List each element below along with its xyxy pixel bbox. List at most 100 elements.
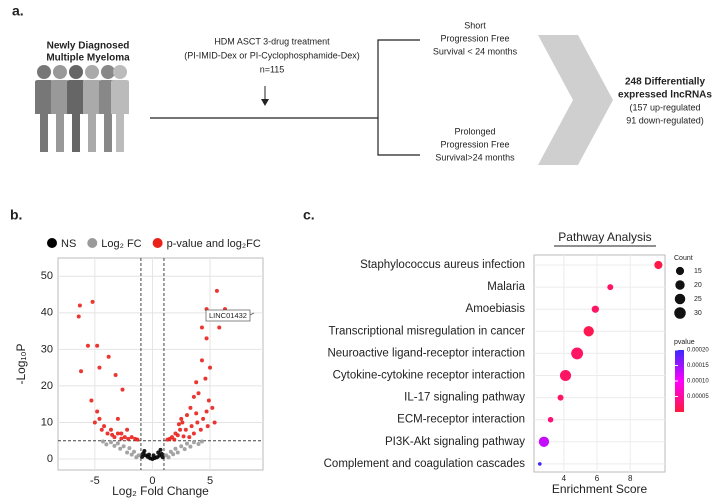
diagram-text: Survival>24 months (435, 152, 515, 162)
diagram-text: Progression Free (440, 139, 509, 149)
panel-label: a. (12, 3, 24, 19)
panel-label: c. (303, 207, 315, 223)
point (175, 450, 180, 455)
category-label: ECM-receptor interaction (397, 414, 525, 426)
diagram-text: Newly Diagnosed (47, 41, 130, 52)
point (194, 380, 199, 385)
point (108, 427, 113, 432)
point (129, 435, 134, 440)
legend-swatch (87, 238, 98, 248)
point (217, 325, 222, 330)
person (51, 65, 69, 152)
legend-label: 0.00020 (687, 348, 709, 354)
point (172, 437, 177, 442)
plot-background (57, 257, 264, 471)
point (76, 314, 81, 319)
dot (547, 416, 554, 423)
point (115, 431, 120, 436)
dot (571, 347, 584, 360)
people-icon (35, 65, 129, 152)
legend-label: NS (61, 238, 76, 250)
point (79, 369, 84, 374)
point (132, 449, 137, 454)
point (158, 447, 163, 452)
person (35, 65, 53, 152)
point (214, 288, 219, 293)
x-tick-label: -5 (90, 475, 100, 487)
point (119, 436, 124, 441)
diagram-text: (157 up-regulated (629, 102, 700, 112)
category-label: Amoebiasis (466, 303, 526, 315)
point (201, 416, 206, 421)
y-tick-label: 30 (41, 343, 53, 355)
point (179, 416, 184, 421)
point (180, 420, 185, 425)
point (92, 420, 97, 425)
legend-label: 15 (694, 268, 702, 275)
point (90, 299, 95, 304)
point (110, 432, 115, 437)
point (106, 354, 111, 359)
point (125, 450, 130, 455)
dot (654, 260, 663, 270)
point (176, 422, 181, 427)
y-tick-label: 40 (41, 307, 53, 319)
y-tick-label: 20 (41, 380, 53, 392)
diagram-text: Multiple Myeloma (46, 53, 130, 64)
category-label: IL-17 signaling pathway (404, 392, 525, 404)
category-label: Staphylococcus aureus infection (360, 259, 525, 271)
point (206, 398, 211, 403)
point (140, 454, 145, 459)
point (115, 416, 120, 421)
category-label: Neuroactive ligand-receptor interaction (327, 347, 525, 359)
legend-title: Count (674, 255, 693, 262)
dot (557, 394, 564, 401)
x-tick-label: 4 (562, 474, 567, 483)
point (199, 325, 204, 330)
point (95, 409, 100, 414)
legend-label: 0.00015 (687, 363, 709, 369)
point (196, 442, 201, 447)
point (156, 450, 161, 455)
person (111, 65, 129, 152)
point (188, 444, 193, 449)
bracket (377, 39, 420, 156)
point (191, 431, 196, 436)
point (97, 365, 102, 370)
legend-label: 20 (694, 282, 702, 289)
point (121, 444, 126, 449)
point (129, 452, 134, 457)
point (77, 303, 82, 308)
point (113, 372, 118, 377)
point (142, 448, 147, 453)
point (85, 343, 90, 348)
person (83, 65, 101, 152)
point (171, 452, 176, 457)
annotation: LINC01432 (209, 311, 247, 320)
annotation-box (205, 309, 251, 322)
point (118, 446, 123, 451)
point (182, 447, 187, 452)
point (191, 394, 196, 399)
point (159, 451, 164, 456)
point (183, 427, 188, 432)
diagram-text: (PI-IMID-Dex or PI-Cyclophosphamide-Dex) (184, 50, 360, 60)
point (203, 376, 208, 381)
point (210, 405, 215, 410)
legend-swatch (47, 238, 57, 248)
point (99, 427, 104, 432)
point (175, 433, 180, 438)
legend-swatch (152, 238, 163, 248)
point (166, 455, 171, 460)
point (208, 365, 213, 370)
dot (607, 284, 614, 291)
point (204, 336, 209, 341)
point (189, 424, 194, 429)
point (126, 436, 131, 441)
legend-label: 30 (694, 310, 702, 317)
point (108, 440, 113, 445)
legend-size (675, 266, 685, 276)
x-tick-label: 8 (628, 474, 633, 483)
point (196, 391, 201, 396)
diagram-text: Prolonged (454, 126, 495, 136)
